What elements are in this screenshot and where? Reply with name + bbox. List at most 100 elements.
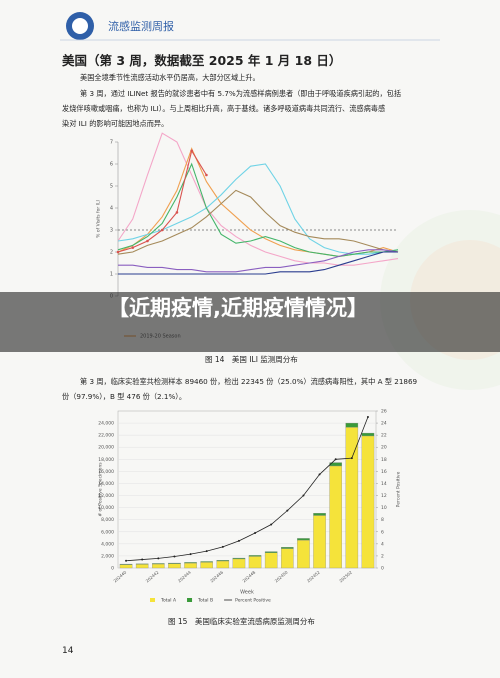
- banner-bg: [0, 292, 500, 352]
- y-tick-label: 6,000: [101, 529, 114, 535]
- y2-tick-label: 0: [381, 566, 384, 572]
- y2-tick-label: 20: [381, 445, 387, 451]
- caption: 图 15 美国临床实验室流感病原监测周分布: [168, 617, 315, 626]
- banner: 【近期疫情,近期疫情情况】: [108, 296, 368, 320]
- paragraph: 第 3 周，临床实验室共检测样本 89460 份，检出 22345 份（25.0…: [62, 374, 417, 404]
- y2-tick-label: 22: [381, 433, 387, 439]
- bar: [135, 564, 149, 569]
- y-tick-label: 5: [110, 184, 113, 190]
- y-axis-label: # of Positive Specimens: [98, 462, 104, 517]
- line: [118, 249, 399, 273]
- bar: [200, 562, 213, 569]
- line: 份（97.9%），B 型 476 份（2.1%）。: [62, 392, 187, 401]
- point: [157, 557, 160, 560]
- x-tick-label: 202440: [112, 569, 127, 583]
- bar: [248, 555, 262, 557]
- y2-tick-label: 16: [381, 469, 387, 475]
- bar: [216, 560, 230, 562]
- y2-tick-label: 10: [381, 505, 387, 511]
- y2-tick-label: 6: [381, 529, 384, 535]
- x-tick-label: 202446: [209, 569, 224, 583]
- x-tick-label: 202452: [306, 569, 321, 583]
- bar: [135, 563, 149, 565]
- line: [126, 416, 369, 562]
- heading: 美国（第 3 周，数据截至 2025 年 1 月 18 日）: [62, 53, 342, 68]
- bar: [232, 558, 246, 569]
- bar: [264, 552, 278, 569]
- bar: [119, 563, 133, 565]
- x-tick-label: 202444: [177, 569, 192, 583]
- y-tick-label: 3: [110, 228, 113, 234]
- line: [117, 189, 399, 255]
- y-tick-label: 20,000: [98, 445, 114, 451]
- bar: [313, 515, 326, 569]
- line: 美国全境季节性流感活动水平仍居高，大部分区域上升。: [80, 73, 260, 82]
- legend-label: Percent Positive: [235, 598, 271, 604]
- point: [270, 523, 273, 526]
- bar: [184, 562, 197, 569]
- y-tick-label: 16,000: [98, 469, 114, 475]
- bar: [345, 427, 359, 569]
- y-tick-label: 14,000: [98, 481, 114, 487]
- point: [366, 416, 369, 419]
- bar: [329, 462, 342, 467]
- y-tick-label: 6: [110, 162, 113, 168]
- y-tick-label: 18,000: [98, 457, 114, 463]
- legend-swatch: [187, 598, 193, 602]
- point: [205, 550, 208, 553]
- point: [286, 509, 289, 512]
- y-axis-label: % of Visits for ILI: [96, 200, 102, 238]
- point: [302, 494, 305, 497]
- point: [221, 545, 224, 548]
- point: [141, 558, 144, 561]
- bar: [281, 548, 294, 569]
- bar: [248, 556, 262, 569]
- bar: [264, 551, 278, 553]
- bar: [313, 513, 326, 516]
- point: [237, 539, 240, 542]
- bar: [297, 539, 310, 569]
- bar: [168, 562, 181, 564]
- point: [125, 559, 128, 562]
- bar: [345, 422, 359, 428]
- legend-label: Total B: [197, 598, 213, 604]
- bar: [168, 563, 181, 569]
- point: [173, 555, 176, 558]
- y-tick-label: 2,000: [101, 553, 114, 559]
- bar: [216, 560, 230, 569]
- bar: [119, 564, 133, 569]
- header-title: 流感监测周报: [108, 20, 174, 33]
- line: [117, 132, 399, 266]
- x-axis-label: Week: [240, 590, 254, 596]
- chart: 0 2,000 4,000 6,000 8,000 10,000 12,000 14,000 1…: [98, 409, 402, 604]
- y-tick-label: 4: [110, 206, 113, 212]
- x-tick-label: 202448: [241, 569, 256, 583]
- x-tick-label: 202502: [338, 569, 353, 583]
- y2-tick-label: 24: [381, 421, 387, 427]
- paragraph: 第 3 周，通过 ILINet 报告的就诊患者中有 5.7%为流感样病例患者（即…: [62, 86, 401, 131]
- y-tick-label: 12,000: [98, 493, 114, 499]
- y-tick-label: 2: [110, 250, 113, 256]
- y-tick-label: 8,000: [101, 517, 114, 523]
- y2-tick-label: 26: [381, 409, 387, 415]
- y-tick-label: 10,000: [98, 505, 114, 511]
- y-tick-label: 24,000: [98, 421, 114, 427]
- y-tick-label: 7: [110, 140, 113, 146]
- point: [254, 531, 257, 534]
- bar: [200, 561, 213, 563]
- y2-axis-label: Percent Positive: [396, 471, 402, 507]
- caption: 图 14 美国 ILI 监测周分布: [205, 355, 298, 364]
- y-tick-label: 0: [111, 566, 114, 572]
- point: [334, 458, 337, 461]
- point: [350, 457, 353, 460]
- line: [117, 162, 399, 257]
- x-tick-label: 202442: [145, 569, 160, 583]
- bar: [361, 435, 375, 569]
- y-tick-label: 22,000: [98, 433, 114, 439]
- y-tick-label: 1: [110, 272, 113, 278]
- y2-tick-label: 18: [381, 457, 387, 463]
- bar: [184, 562, 197, 564]
- line: 第 3 周，通过 ILINet 报告的就诊患者中有 5.7%为流感样病例患者（即…: [80, 89, 402, 98]
- y-tick-label: 4,000: [101, 541, 114, 547]
